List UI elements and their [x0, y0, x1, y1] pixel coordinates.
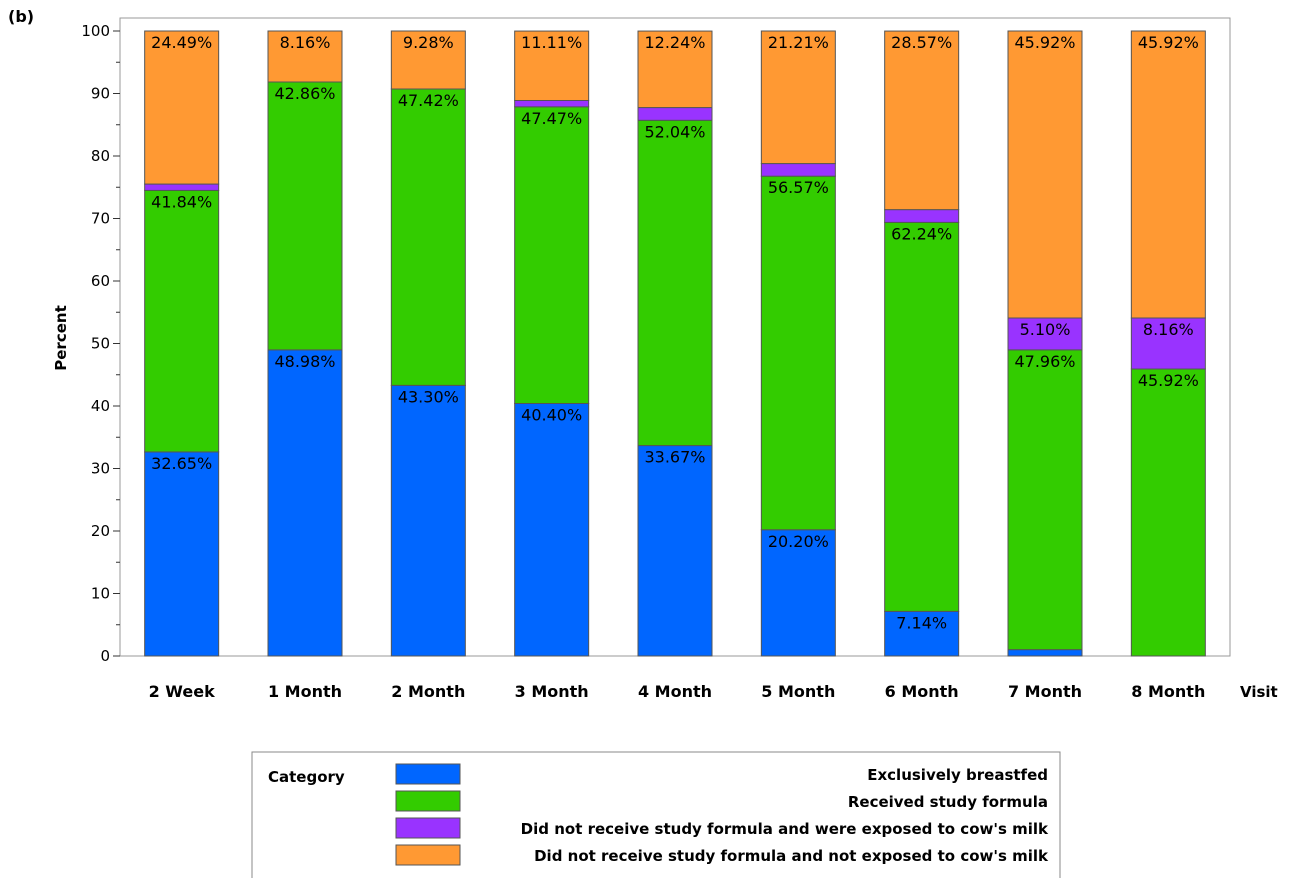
- bar-segment: [637, 30, 713, 109]
- legend: Category Exclusively breastfed Received s…: [251, 751, 1061, 878]
- bar-segment: [514, 106, 590, 404]
- bar-segment: [267, 30, 343, 83]
- data-label: 21.21%: [768, 33, 829, 52]
- bar-segment: [144, 30, 220, 185]
- bar-segment: [637, 107, 713, 121]
- legend-swatch: [395, 763, 461, 785]
- data-label: 47.96%: [1014, 352, 1075, 371]
- legend-label: Exclusively breastfed: [867, 766, 1048, 784]
- data-label: 52.04%: [644, 122, 705, 141]
- data-label: 45.92%: [1014, 33, 1075, 52]
- data-label: 11.11%: [521, 33, 582, 52]
- legend-swatch: [395, 844, 461, 866]
- panel-label: (b): [8, 7, 34, 26]
- x-category-label: 7 Month: [1008, 682, 1082, 701]
- bar-segment: [144, 451, 220, 657]
- x-category-label: 1 Month: [268, 682, 342, 701]
- x-category-label: 5 Month: [761, 682, 835, 701]
- bar-segment: [390, 30, 466, 90]
- data-label: 7.14%: [896, 613, 947, 632]
- bar-segment: [760, 529, 836, 657]
- bar-segment: [390, 384, 466, 657]
- y-tick-label: 40: [91, 397, 110, 415]
- data-label: 28.57%: [891, 33, 952, 52]
- bar-segment: [884, 30, 960, 211]
- data-label: 45.92%: [1138, 33, 1199, 52]
- bar-segment: [1130, 30, 1206, 319]
- bar-segment: [760, 30, 836, 165]
- y-tick-label: 80: [91, 147, 110, 165]
- x-category-label: 6 Month: [885, 682, 959, 701]
- data-label: 47.42%: [398, 91, 459, 110]
- bar-segment: [514, 403, 590, 657]
- data-label: 40.40%: [521, 406, 582, 425]
- data-label: 20.20%: [768, 532, 829, 551]
- bar-segment: [144, 189, 220, 453]
- legend-label: Did not receive study formula and were e…: [521, 820, 1049, 838]
- y-tick-label: 90: [91, 85, 110, 103]
- data-label: 33.67%: [644, 448, 705, 467]
- bar-segment: [1130, 317, 1206, 370]
- y-tick-label: 30: [91, 460, 110, 478]
- y-tick-label: 10: [91, 585, 110, 603]
- x-category-label: 4 Month: [638, 682, 712, 701]
- axes: 0 10 20 30 40 50 60 70 80 90 100 2 Week 1 Month 2 Mon…: [81, 17, 1231, 701]
- bar-segment: [144, 183, 220, 191]
- bar-segment: [1007, 30, 1083, 319]
- bar-segment: [1130, 368, 1206, 657]
- x-category-label: 2 Month: [391, 682, 465, 701]
- bar-segment: [267, 349, 343, 657]
- x-category-label: 8 Month: [1131, 682, 1205, 701]
- legend-label: Did not receive study formula and not ex…: [534, 847, 1049, 865]
- bar-segment: [514, 100, 590, 108]
- bar-segment: [637, 445, 713, 657]
- data-label: 42.86%: [274, 84, 335, 103]
- bar-segment: [1007, 317, 1083, 351]
- x-axis-title: Visit: [1240, 683, 1278, 701]
- data-label: 56.57%: [768, 178, 829, 197]
- bar-segment: [884, 221, 960, 612]
- data-label: 62.24%: [891, 224, 952, 243]
- bar-segment: [1007, 649, 1083, 657]
- data-label: 8.16%: [280, 33, 331, 52]
- legend-swatch: [395, 817, 461, 839]
- y-tick-label: 0: [100, 647, 110, 665]
- y-tick-label: 100: [81, 22, 110, 40]
- bar-segment: [760, 175, 836, 531]
- data-label: 43.30%: [398, 387, 459, 406]
- bar-segment: [884, 209, 960, 223]
- data-label: 41.84%: [151, 192, 212, 211]
- data-label: 5.10%: [1020, 320, 1071, 339]
- bar-segment: [267, 81, 343, 351]
- data-label: 12.24%: [644, 33, 705, 52]
- data-labels: 32.65% 41.84% 24.49% 48.98% 42.86% 8.16% 43.30…: [151, 33, 1199, 632]
- data-label: 45.92%: [1138, 371, 1199, 390]
- x-category-label: 2 Week: [149, 682, 215, 701]
- data-label: 9.28%: [403, 33, 454, 52]
- bar-segment: [637, 119, 713, 447]
- bar-segment: [1007, 349, 1083, 651]
- y-axis-title: Percent: [52, 305, 70, 370]
- bar-segment: [514, 30, 590, 101]
- y-tick-label: 20: [91, 522, 110, 540]
- bar-area: [144, 30, 1206, 657]
- data-label: 48.98%: [274, 352, 335, 371]
- data-label: 24.49%: [151, 33, 212, 52]
- data-label: 32.65%: [151, 454, 212, 473]
- legend-title: Category: [268, 768, 345, 786]
- y-tick-label: 60: [91, 272, 110, 290]
- bar-segment: [884, 610, 960, 657]
- data-label: 47.47%: [521, 109, 582, 128]
- legend-frame: [251, 751, 1061, 878]
- legend-swatch: [395, 790, 461, 812]
- bar-segment: [760, 163, 836, 177]
- y-tick-label: 50: [91, 335, 110, 353]
- data-label: 8.16%: [1143, 320, 1194, 339]
- x-category-label: 3 Month: [515, 682, 589, 701]
- legend-label: Received study formula: [848, 793, 1048, 811]
- y-tick-label: 70: [91, 210, 110, 228]
- bar-segment: [390, 88, 466, 386]
